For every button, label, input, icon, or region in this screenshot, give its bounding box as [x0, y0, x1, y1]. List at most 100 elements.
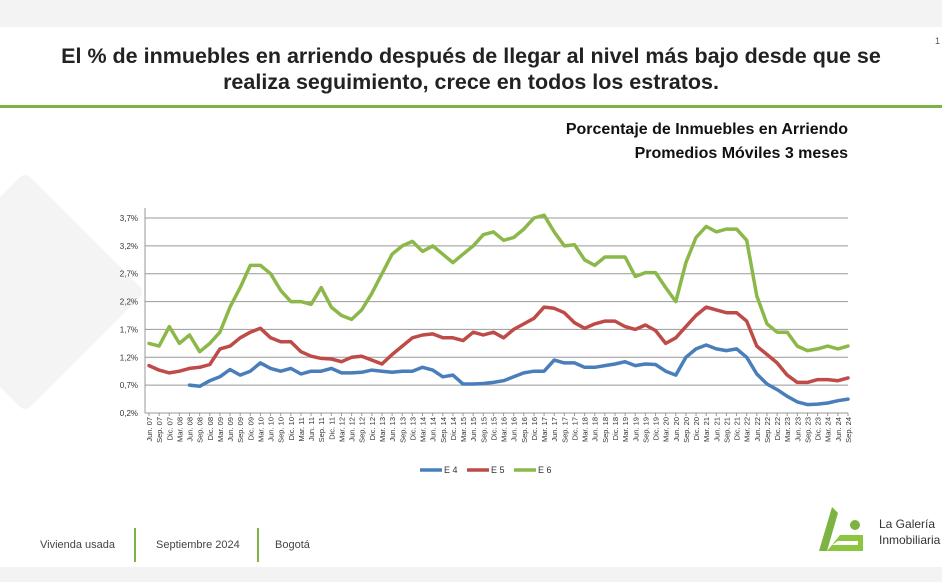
y-tick-label: 0,7%	[120, 381, 138, 390]
footer-date: Septiembre 2024	[156, 539, 240, 551]
legend-label: E 6	[538, 465, 552, 475]
x-tick-label: Jun. 24	[834, 417, 843, 442]
x-tick-label: Sep. 07	[155, 417, 164, 443]
x-tick-label: Jun. 11	[307, 417, 316, 441]
y-tick-label: 3,2%	[120, 242, 138, 251]
series-line-e5	[147, 305, 850, 385]
title-divider	[0, 105, 942, 108]
legend-label: E 5	[491, 465, 505, 475]
chart-subtitle: Promedios Móviles 3 meses	[634, 145, 848, 162]
x-tick-label: Jun. 10	[267, 417, 276, 442]
x-tick-label: Dic. 12	[368, 417, 377, 440]
x-tick-label: Jun. 20	[672, 417, 681, 442]
x-tick-label: Mar. 24	[824, 417, 833, 442]
x-tick-label: Sep. 16	[520, 417, 529, 443]
x-tick-label: Dic. 15	[489, 417, 498, 440]
x-tick-label: Sep. 09	[236, 417, 245, 443]
series-line-e4	[187, 343, 850, 407]
x-tick-label: Dic. 18	[611, 417, 620, 440]
x-tick-label: Mar. 09	[216, 417, 225, 442]
x-tick-label: Sep. 10	[277, 417, 286, 443]
series-line-e6	[147, 213, 850, 354]
footer-divider	[257, 528, 259, 562]
x-tick-label: Mar. 12	[337, 417, 346, 442]
x-tick-label: Sep. 20	[682, 417, 691, 443]
x-tick-label: Sep. 13	[398, 417, 407, 443]
x-tick-label: Dic. 10	[287, 417, 296, 440]
x-tick-label: Jun. 15	[469, 417, 478, 442]
x-tick-label: Sep. 22	[763, 417, 772, 443]
x-tick-label: Jun. 22	[753, 417, 762, 442]
x-tick-label: Dic. 23	[814, 417, 823, 440]
x-tick-label: Mar. 10	[256, 417, 265, 442]
x-tick-label: Sep. 17	[560, 417, 569, 443]
x-tick-label: Dic. 19	[652, 417, 661, 440]
x-tick-label: Mar. 13	[378, 417, 387, 442]
chart-title: Porcentaje de Inmuebles en Arriendo	[565, 121, 848, 138]
x-tick-label: Jun. 18	[591, 417, 600, 442]
y-tick-label: 1,2%	[120, 353, 138, 362]
x-tick-label: Mar. 21	[702, 417, 711, 442]
x-tick-label: Dic. 22	[773, 417, 782, 440]
x-tick-label: Dic. 08	[206, 417, 215, 440]
y-tick-label: 2,2%	[120, 298, 138, 307]
x-tick-label: Sep. 18	[601, 417, 610, 443]
x-tick-label: Jun. 09	[226, 417, 235, 442]
x-tick-label: Mar. 17	[540, 417, 549, 442]
x-tick-label: Sep. 15	[479, 417, 488, 443]
x-tick-label: Mar. 22	[743, 417, 752, 442]
chart-title-block: Porcentaje de Inmuebles en Arriendo Prom…	[566, 118, 848, 166]
x-tick-label: Dic. 13	[408, 417, 417, 440]
slide-title-line1: El % de inmuebles en arriendo después de…	[61, 44, 881, 68]
x-tick-label: Sep. 14	[439, 417, 448, 443]
x-tick-label: Mar. 18	[581, 417, 590, 442]
x-tick-label: Dic. 07	[165, 417, 174, 440]
x-tick-label: Sep. 08	[196, 417, 205, 443]
page-number: 1	[934, 36, 940, 46]
x-tick-label: Dic. 11	[327, 417, 336, 440]
x-tick-label: Dic. 20	[692, 417, 701, 440]
x-tick-label: Jun. 14	[429, 417, 438, 442]
x-tick-label: Dic. 21	[733, 417, 742, 440]
x-tick-label: Dic. 16	[530, 417, 539, 440]
x-tick-label: Sep. 24	[844, 417, 853, 443]
x-tick-label: Dic. 14	[449, 417, 458, 440]
x-tick-label: Jun. 17	[550, 417, 559, 442]
x-tick-label: Mar. 23	[783, 417, 792, 442]
y-tick-label: 3,7%	[120, 214, 138, 223]
x-tick-label: Jun. 23	[793, 417, 802, 442]
x-tick-label: Dic. 09	[246, 417, 255, 440]
logo-icon	[819, 507, 863, 551]
logo-text: La Galería Inmobiliaria	[879, 516, 940, 548]
logo-line1: La Galería	[879, 517, 936, 531]
x-tick-label: Mar. 19	[621, 417, 630, 442]
footer-city: Bogotá	[275, 539, 310, 551]
footer-divider	[134, 528, 136, 562]
x-tick-label: Jun. 12	[348, 417, 357, 442]
logo-line2: Inmobiliaria	[879, 533, 941, 547]
x-tick-label: Mar. 11	[297, 417, 306, 441]
x-tick-label: Sep. 12	[358, 417, 367, 443]
slide-title-line2: realiza seguimiento, crece en todos los …	[223, 70, 719, 94]
x-tick-label: Sep. 19	[641, 417, 650, 443]
y-tick-label: 0,2%	[120, 409, 138, 418]
x-tick-label: Jun. 16	[510, 417, 519, 442]
x-tick-label: Jun. 08	[186, 417, 195, 442]
x-tick-label: Mar. 20	[662, 417, 671, 442]
x-tick-label: Sep. 23	[803, 417, 812, 443]
slide: El % de inmuebles en arriendo después de…	[0, 27, 942, 567]
x-tick-label: Mar. 15	[459, 417, 468, 442]
y-tick-label: 2,7%	[120, 270, 138, 279]
x-tick-label: Mar. 14	[419, 417, 428, 442]
x-tick-label: Dic. 17	[570, 417, 579, 440]
x-tick-label: Jun. 21	[712, 417, 721, 442]
x-tick-label: Jun. 19	[631, 417, 640, 442]
footer-category: Vivienda usada	[40, 539, 116, 551]
legend-label: E 4	[444, 465, 458, 475]
x-tick-label: Sep. 11	[317, 417, 326, 442]
x-tick-label: Mar. 08	[175, 417, 184, 442]
x-tick-label: Sep. 21	[722, 417, 731, 443]
x-tick-label: Jun. 13	[388, 417, 397, 442]
x-tick-label: Mar. 16	[500, 417, 509, 442]
